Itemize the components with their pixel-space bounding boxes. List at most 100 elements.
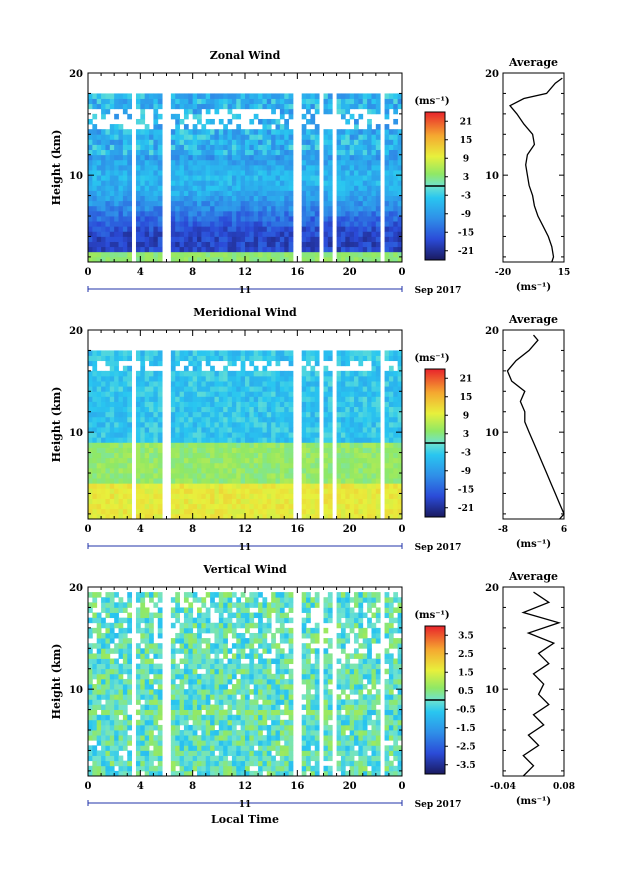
- heatmap-cell: [179, 714, 185, 721]
- heatmap-cell: [362, 503, 368, 510]
- heatmap-cell: [214, 452, 220, 459]
- heatmap-cell: [101, 452, 106, 459]
- heatmap-cell: [183, 391, 189, 397]
- heatmap-cell: [179, 355, 185, 362]
- heatmap-cell: [245, 498, 250, 505]
- heatmap-cell: [114, 704, 119, 710]
- heatmap-cell: [205, 457, 211, 464]
- heatmap-cell: [192, 134, 198, 140]
- heatmap-cell: [109, 144, 115, 151]
- heatmap-cell: [367, 447, 372, 453]
- heatmap-cell: [358, 360, 364, 367]
- heatmap-cell: [354, 103, 359, 110]
- heatmap-cell: [144, 256, 150, 263]
- heatmap-cell: [101, 638, 106, 644]
- colorbar-tick-label: 3: [463, 430, 469, 440]
- heatmap-cell: [288, 437, 294, 443]
- heatmap-cell: [310, 221, 316, 227]
- heatmap-cell: [236, 411, 242, 418]
- heatmap-cell: [262, 195, 268, 202]
- heatmap-cell: [240, 139, 246, 145]
- heatmap-cell: [245, 205, 250, 212]
- heatmap-cell: [201, 226, 207, 232]
- heatmap-cell: [144, 709, 150, 716]
- heatmap-cell: [384, 462, 390, 469]
- heatmap-cell: [140, 139, 146, 145]
- heatmap-cell: [179, 256, 185, 263]
- heatmap-cell: [114, 678, 119, 685]
- heatmap-cell: [358, 93, 364, 99]
- heatmap-cell: [284, 416, 290, 423]
- heatmap-cell: [144, 396, 150, 402]
- heatmap-cell: [157, 684, 163, 690]
- heatmap-cell: [149, 256, 154, 263]
- heatmap-cell: [135, 93, 141, 99]
- heatmap-cell: [92, 360, 98, 367]
- heatmap-cell: [253, 457, 259, 464]
- heatmap-cell: [340, 144, 346, 151]
- heatmap-cell: [310, 170, 316, 176]
- heatmap-cell: [358, 185, 364, 191]
- heatmap-cell: [114, 437, 119, 443]
- heatmap-cell: [245, 210, 250, 217]
- heatmap-cell: [349, 437, 355, 443]
- heatmap-cell: [109, 98, 115, 105]
- heatmap-cell: [105, 473, 111, 479]
- heatmap-cell: [205, 421, 211, 428]
- heatmap-cell: [127, 467, 133, 474]
- heatmap-cell: [231, 221, 237, 227]
- heatmap-cell: [170, 144, 176, 151]
- heatmap-cell: [301, 180, 307, 186]
- heatmap-cell: [397, 190, 403, 196]
- heatmap-cell: [231, 381, 237, 387]
- heatmap-cell: [397, 350, 403, 356]
- heatmap-cell: [375, 236, 381, 242]
- heatmap-cell: [279, 467, 285, 474]
- heatmap-cell: [96, 627, 102, 634]
- heatmap-cell: [127, 447, 133, 453]
- heatmap-cell: [371, 190, 377, 196]
- heatmap-cell: [149, 236, 154, 242]
- heatmap-cell: [288, 457, 294, 464]
- heatmap-cell: [266, 442, 272, 448]
- heatmap-cell: [114, 251, 119, 258]
- heatmap-cell: [205, 416, 211, 423]
- heatmap-cell: [114, 370, 119, 377]
- heatmap-cell: [384, 149, 390, 156]
- heatmap-cell: [170, 745, 176, 751]
- heatmap-cell: [188, 256, 194, 263]
- heatmap-cell: [197, 216, 202, 222]
- heatmap-cell: [183, 770, 189, 777]
- heatmap-cell: [192, 673, 198, 680]
- heatmap-cell: [188, 750, 194, 756]
- heatmap-cell: [271, 508, 276, 515]
- heatmap-cell: [157, 251, 163, 258]
- heatmap-cell: [266, 139, 272, 145]
- heatmap-cell: [118, 770, 124, 777]
- heatmap-cell: [262, 355, 268, 362]
- heatmap-cell: [122, 699, 128, 705]
- heatmap-cell: [153, 190, 159, 196]
- heatmap-cell: [96, 375, 102, 382]
- heatmap-cell: [275, 386, 281, 392]
- heatmap-cell: [157, 467, 163, 474]
- heatmap-cell: [349, 221, 355, 227]
- heatmap-cell: [288, 452, 294, 459]
- heatmap-cell: [127, 689, 133, 695]
- heatmap-cell: [96, 699, 102, 705]
- heatmap-cell: [144, 447, 150, 453]
- heatmap-cell: [170, 236, 176, 242]
- heatmap-cell: [231, 149, 237, 156]
- heatmap-cell: [345, 421, 351, 428]
- heatmap-cell: [144, 180, 150, 186]
- heatmap-cell: [140, 144, 146, 151]
- heatmap-cell: [227, 231, 233, 237]
- heatmap-cell: [101, 113, 106, 120]
- heatmap-cell: [135, 355, 141, 362]
- heatmap-cell: [388, 129, 394, 135]
- heatmap-cell: [323, 483, 329, 489]
- heatmap-cell: [96, 689, 102, 695]
- heatmap-cell: [109, 365, 115, 372]
- heatmap-cell: [122, 256, 128, 263]
- heatmap-cell: [118, 508, 124, 515]
